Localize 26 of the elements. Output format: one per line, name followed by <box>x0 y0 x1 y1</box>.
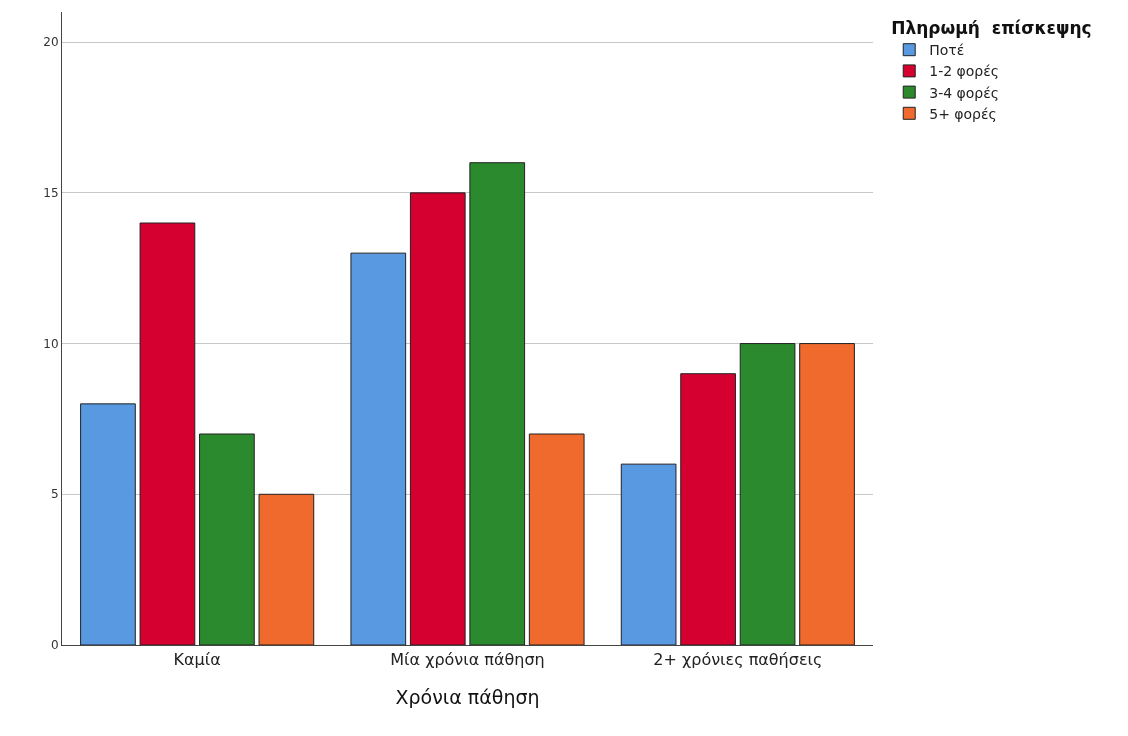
bar <box>409 192 466 645</box>
bar <box>139 222 196 645</box>
legend-label: Ποτέ <box>929 42 965 59</box>
x-tick-label: Μία χρόνια πάθηση <box>390 650 545 670</box>
bar <box>739 343 796 645</box>
legend-label: 3-4 φορές <box>929 84 1000 101</box>
bar <box>469 162 526 645</box>
bar <box>620 463 677 645</box>
y-tick-label: 10 <box>43 336 59 351</box>
y-tick-label: 0 <box>50 638 59 653</box>
bar <box>258 493 315 645</box>
bar <box>680 373 736 645</box>
legend-label: 5+ φορές <box>929 105 997 122</box>
bar <box>80 403 136 645</box>
y-tick-label: 20 <box>43 35 59 50</box>
legend-label: 1-2 φορές <box>929 63 1000 80</box>
bar <box>528 433 585 645</box>
bar <box>799 343 855 645</box>
x-tick-label: Καμία <box>173 650 221 670</box>
bar <box>350 252 407 645</box>
y-tick-label: 15 <box>43 186 59 201</box>
y-tick-label: 5 <box>50 487 59 502</box>
legend-title: Πληρωμή επίσκεψης <box>891 18 1092 39</box>
x-tick-label: 2+ χρόνιες παθήσεις <box>653 650 823 670</box>
x-axis-title: Χρόνια πάθηση <box>395 686 540 708</box>
bar <box>199 433 255 645</box>
